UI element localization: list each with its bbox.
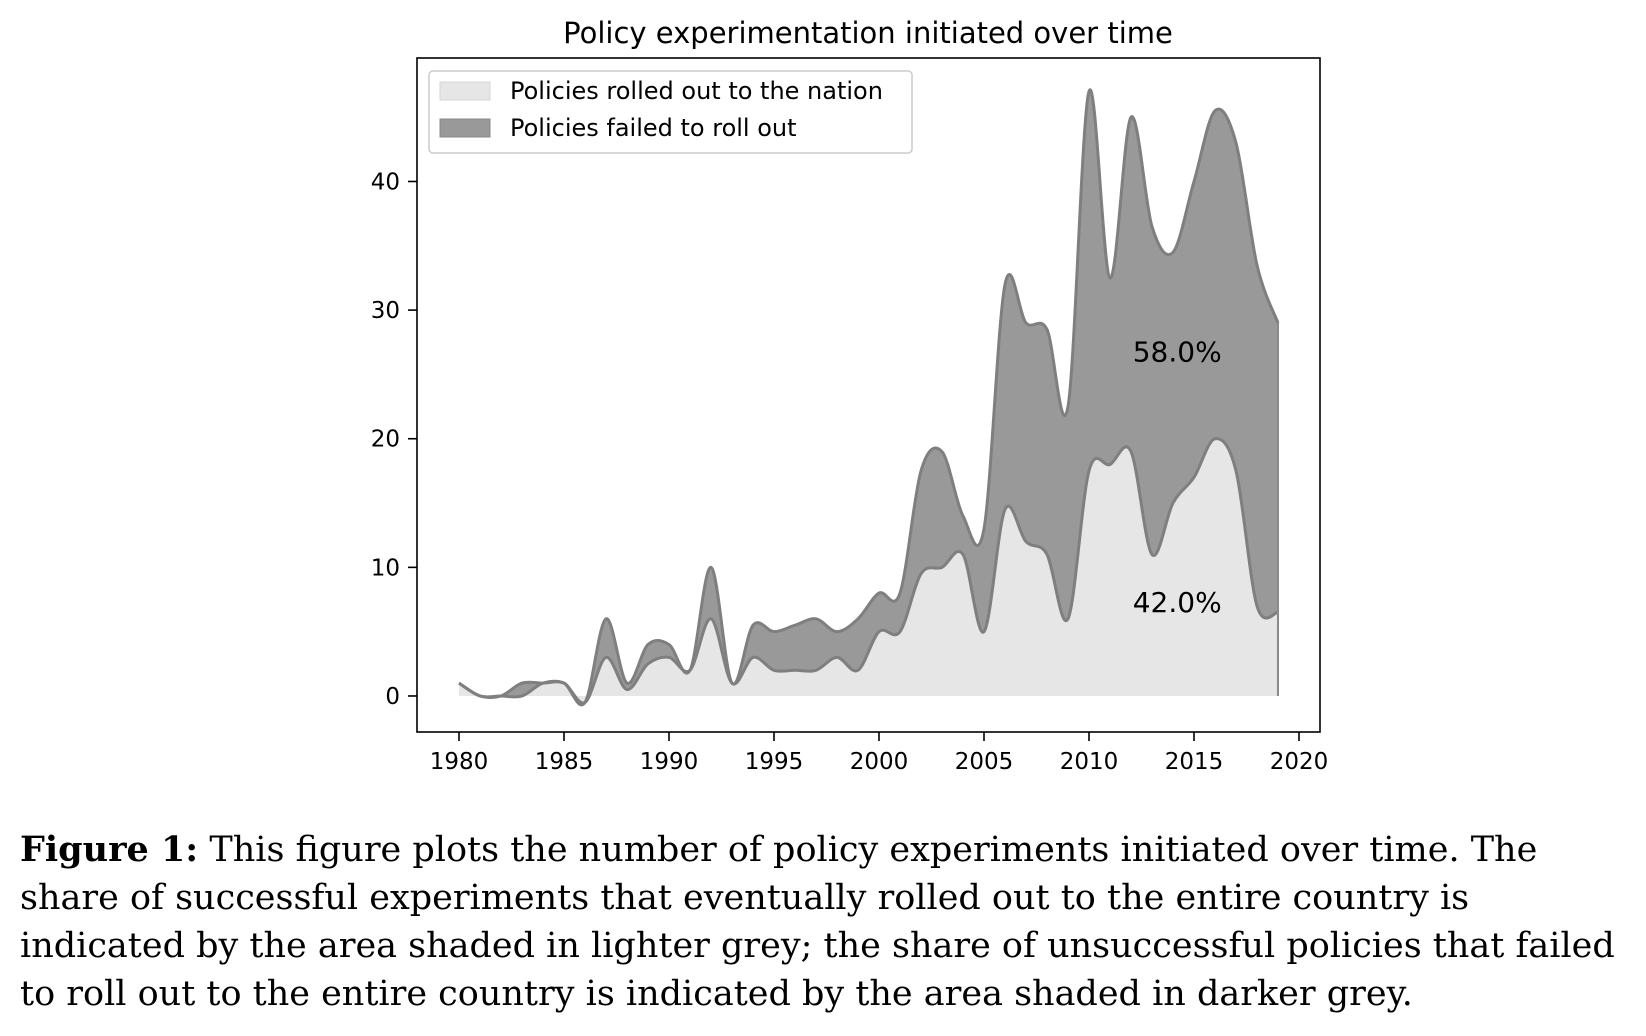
legend-swatch-failed xyxy=(439,118,491,138)
plot-area-layer xyxy=(458,88,1280,707)
legend-label-rolled-out: Policies rolled out to the nation xyxy=(510,77,883,105)
axes-layer: 1980 1985 1990 1995 2000 2005 2010 2015 2020 0 10 2… xyxy=(371,169,1329,775)
x-tick-label-2000: 2000 xyxy=(850,749,909,775)
x-tick-label-1985: 1985 xyxy=(535,749,594,775)
caption-text: This figure plots the number of policy e… xyxy=(20,830,1615,1014)
figure-caption: Figure 1: This figure plots the number o… xyxy=(20,826,1630,1018)
y-tick-label-20: 20 xyxy=(371,427,400,453)
y-tick-label-10: 10 xyxy=(371,555,400,581)
y-tick-label-40: 40 xyxy=(371,169,400,195)
area-chart: 1980 1985 1990 1995 2000 2005 2010 2015 2020 0 10 2… xyxy=(371,16,1329,775)
x-tick-label-2015: 2015 xyxy=(1165,749,1224,775)
annotation-failed-share: 58.0% xyxy=(1133,335,1222,368)
x-tick-label-1990: 1990 xyxy=(640,749,699,775)
legend: Policies rolled out to the nation Polici… xyxy=(428,70,913,154)
y-tick-label-0: 0 xyxy=(385,684,400,710)
plot-frame xyxy=(416,57,1321,733)
area-rolled-out xyxy=(459,438,1278,704)
chart-title: Policy experimentation initiated over ti… xyxy=(563,16,1173,50)
line-rolled-out xyxy=(458,437,1279,705)
x-tick-label-2010: 2010 xyxy=(1060,749,1119,775)
legend-frame xyxy=(428,70,913,154)
legend-label-failed: Policies failed to roll out xyxy=(510,114,797,142)
annotation-rolled-out-share: 42.0% xyxy=(1133,586,1222,619)
x-tick-label-2020: 2020 xyxy=(1270,749,1329,775)
area-failed xyxy=(459,89,1278,705)
x-tick-label-1995: 1995 xyxy=(745,749,804,775)
x-tick-label-1980: 1980 xyxy=(430,749,489,775)
line-failed-top xyxy=(458,88,1280,707)
caption-label: Figure 1: xyxy=(20,829,199,870)
x-tick-label-2005: 2005 xyxy=(955,749,1014,775)
y-tick-label-30: 30 xyxy=(371,298,400,324)
legend-swatch-rolled-out xyxy=(439,81,491,101)
